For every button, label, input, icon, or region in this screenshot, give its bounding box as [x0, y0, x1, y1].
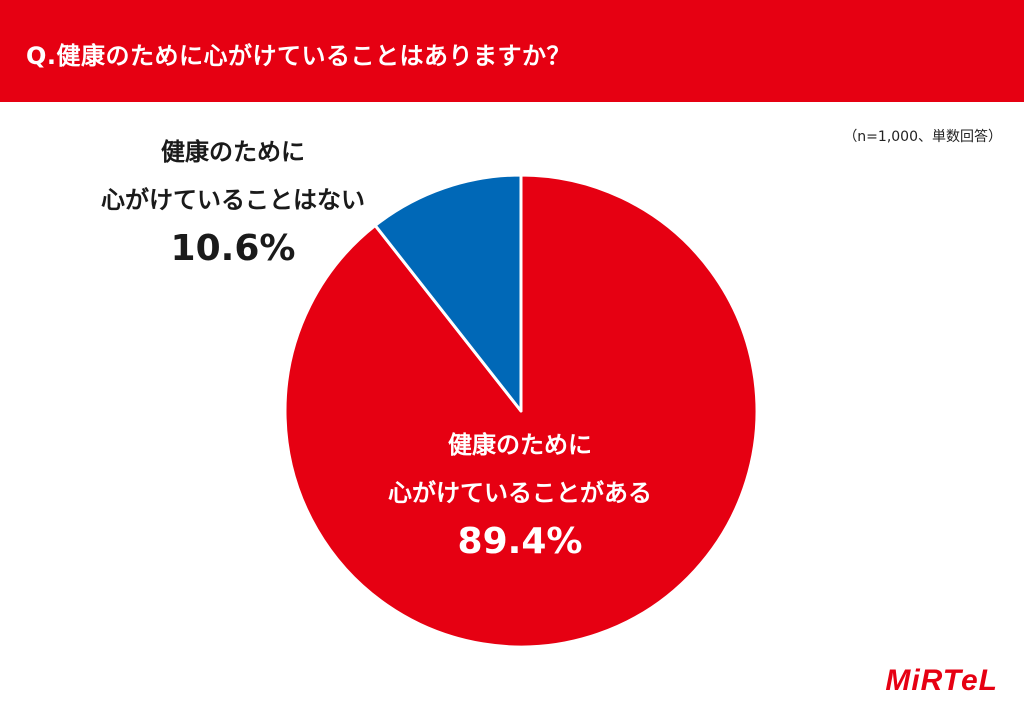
label-no-line1: 健康のために — [161, 138, 305, 166]
label-no-percent: 10.6% — [170, 228, 296, 269]
label-yes-percent: 89.4% — [457, 521, 583, 562]
label-yes-line2: 心がけていることがある — [388, 479, 652, 507]
mirtel-logo: MiRTeL — [885, 664, 998, 697]
sample-note: （n=1,000、単数回答） — [843, 129, 1002, 145]
header-bar: Q.健康のために心がけていることはありますか？ — [0, 0, 1024, 102]
question-title: Q.健康のために心がけていることはありますか？ — [26, 42, 572, 70]
label-has-effort: 健康のために 心がけていることがある 89.4% — [360, 428, 680, 564]
pie-slice-no-effort — [373, 173, 523, 413]
label-no-line2: 心がけていることはない — [101, 186, 365, 214]
label-yes-line1: 健康のために — [448, 431, 592, 459]
label-no-effort: 健康のために 心がけていることはない 10.6% — [78, 135, 388, 271]
